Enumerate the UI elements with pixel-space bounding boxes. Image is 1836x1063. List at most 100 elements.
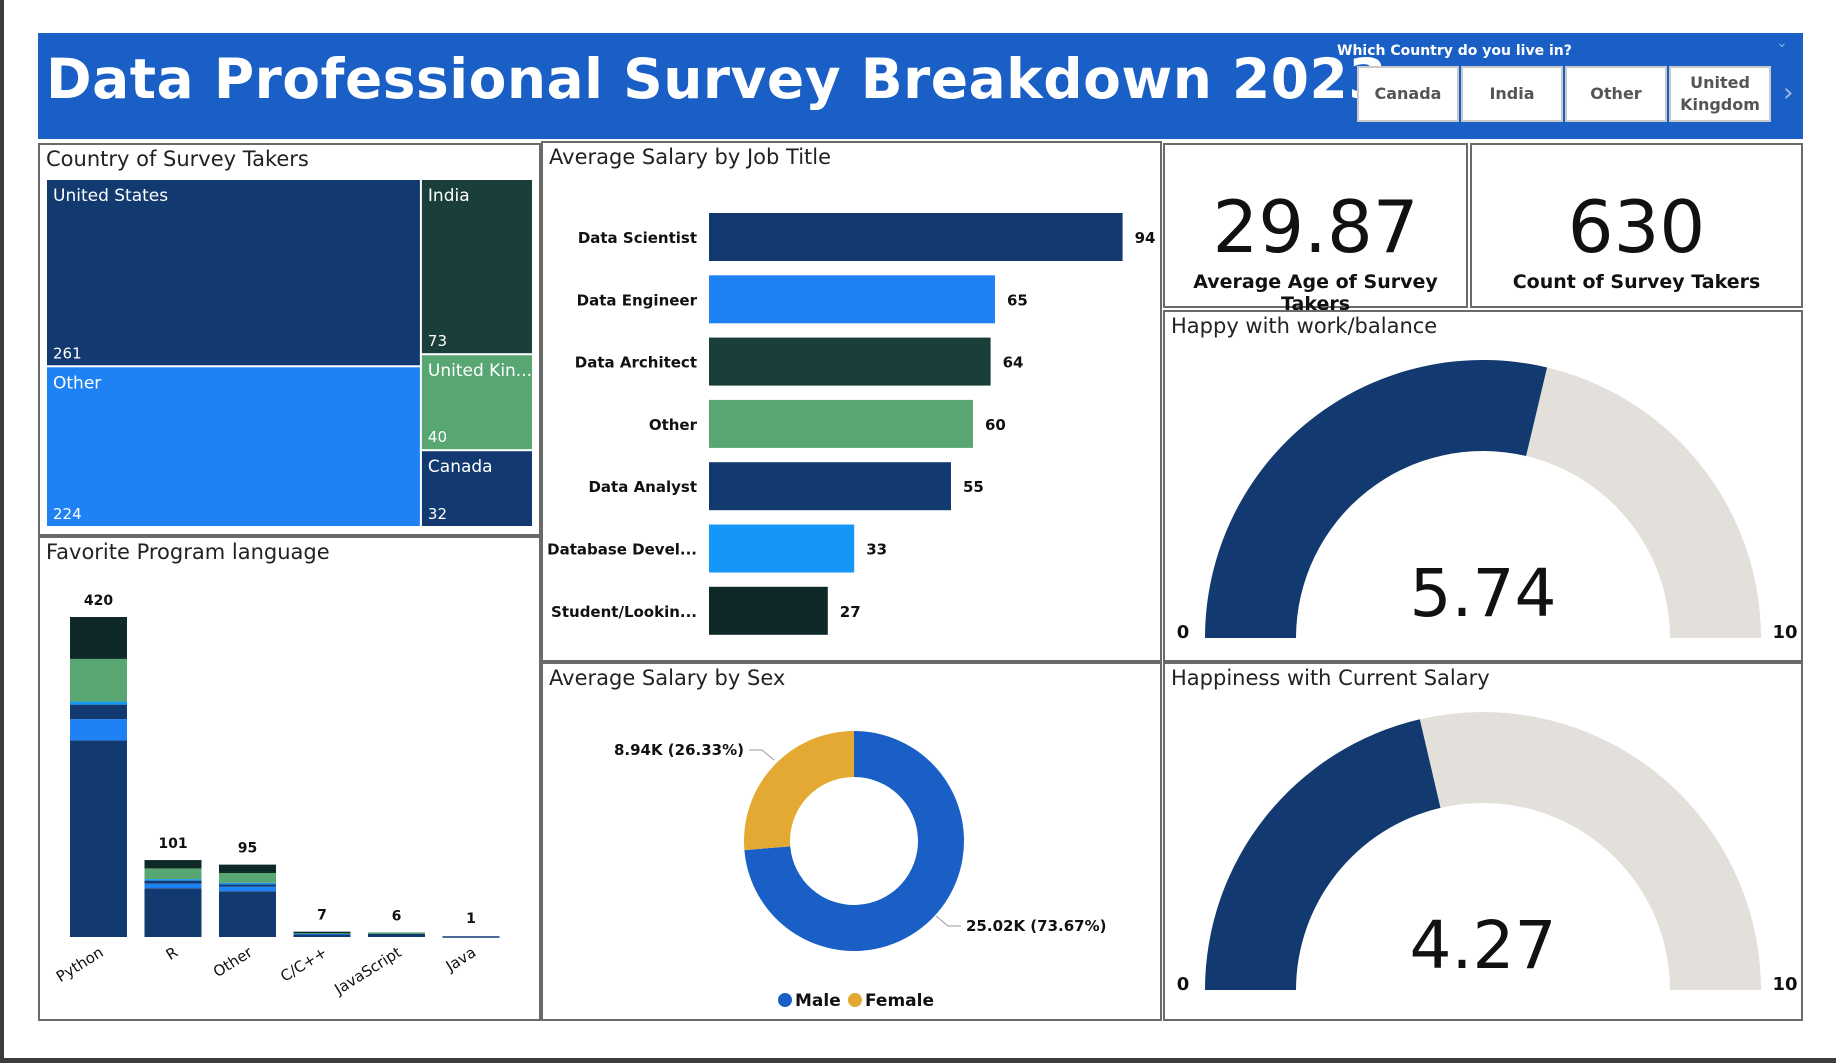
language-bar-python-segment-1 [70, 740, 127, 937]
salary-happiness-gauge-panel: Happiness with Current Salary 4.27 0 10 [1163, 662, 1803, 1021]
treemap-label-other: Other [53, 373, 101, 393]
dashboard-header: Data Professional Survey Breakdown 2023 … [38, 33, 1803, 139]
legend-label-male: Male [795, 991, 841, 1011]
language-bar-r-segment-4 [144, 879, 202, 881]
job-bar-other [709, 399, 973, 448]
job-bar-data-analyst [709, 462, 951, 511]
language-bar-python-segment-2 [70, 719, 127, 741]
language-bar-python-segment-4 [70, 701, 127, 705]
language-category-label-javascript: JavaScript [330, 943, 404, 999]
donut-label-male: 25.02K (73.67%) [966, 917, 1106, 935]
slicer-option-india[interactable]: India [1461, 66, 1563, 122]
job-category-label-other: Other [649, 416, 698, 434]
language-bar-python-segment-3 [70, 704, 127, 720]
job-category-label-data-scientist: Data Scientist [578, 229, 697, 247]
language-bar-other-segment-3 [219, 884, 276, 887]
legend-dot-male [778, 993, 792, 1007]
language-bar-other-segment-1 [219, 891, 276, 937]
work-balance-gauge-value: 5.74 [1410, 555, 1557, 632]
job-value-label-student-lookin: 27 [840, 603, 861, 621]
salary-happiness-gauge-value: 4.27 [1410, 907, 1557, 984]
job-bar-student-lookin [709, 586, 828, 635]
language-chart-panel: Favorite Program language 420 Python 101 R 9… [38, 536, 541, 1021]
count-label: Count of Survey Takers [1512, 271, 1761, 293]
job-value-label-database-devel: 33 [866, 541, 887, 559]
dashboard-title: Data Professional Survey Breakdown 2023 [46, 47, 1388, 111]
language-bar-javascript-segment-3 [368, 933, 425, 935]
language-chart-title: Favorite Program language [46, 540, 330, 564]
job-category-label-data-engineer: Data Engineer [577, 291, 698, 309]
job-title-bar-chart: Data Scientist 94 Data Engineer 65 Data Arch… [547, 213, 1156, 635]
slicer-option-other[interactable]: Other [1565, 66, 1667, 122]
language-bar-c-c-segment-2 [293, 933, 351, 935]
slicer-option-united-kingdom[interactable]: United Kingdom [1669, 66, 1771, 122]
treemap-label-united-kin: United Kin... [428, 361, 532, 381]
legend-label-female: Female [865, 991, 934, 1011]
language-total-label-c-c: 7 [317, 908, 327, 924]
treemap-value-india: 73 [428, 332, 447, 350]
language-bar-python-segment-6 [70, 617, 127, 659]
job-value-label-data-analyst: 55 [963, 478, 984, 496]
salary-happiness-gauge: 4.27 0 10 [1177, 712, 1798, 995]
treemap-tile-united-kin [421, 355, 532, 450]
language-bar-other-segment-5 [219, 873, 276, 883]
language-bar-python-segment-5 [70, 658, 127, 702]
language-category-label-other: Other [210, 943, 256, 981]
treemap-tile-other [47, 367, 420, 526]
donut-slice-male [744, 731, 964, 951]
treemap-value-united-states: 261 [53, 344, 82, 362]
work-balance-gauge-panel: Happy with work/balance 5.74 0 10 [1163, 310, 1803, 662]
avg-age-label: Average Age of Survey Takers [1193, 271, 1438, 315]
treemap-tile-india [421, 180, 532, 354]
job-bar-data-engineer [709, 275, 995, 324]
language-bar-javascript-segment-5 [368, 932, 425, 934]
country-treemap-title: Country of Survey Takers [46, 147, 309, 171]
language-bar-other-segment-4 [219, 882, 276, 885]
donut-slice-female [744, 731, 854, 851]
treemap-tile-united-states [47, 180, 420, 366]
job-value-label-data-scientist: 94 [1135, 229, 1156, 247]
job-bar-data-architect [709, 337, 991, 386]
job-category-label-student-lookin: Student/Lookin... [551, 603, 697, 621]
avg-age-value: 29.87 [1212, 185, 1419, 269]
legend-dot-female [848, 993, 862, 1007]
language-bar-other-segment-6 [219, 864, 276, 873]
job-title-chart-title: Average Salary by Job Title [549, 145, 832, 169]
donut-label-female: 8.94K (26.33%) [614, 741, 744, 759]
treemap-label-united-states: United States [53, 186, 168, 206]
donut-leader-male [935, 915, 961, 927]
language-bar-javascript-segment-1 [368, 933, 425, 937]
chevron-down-icon[interactable]: ⌄ [1776, 35, 1788, 51]
work-balance-gauge-fill [1205, 360, 1548, 638]
language-bar-r-segment-1 [144, 888, 202, 937]
slicer-option-canada[interactable]: Canada [1357, 66, 1459, 122]
work-balance-gauge-title: Happy with work/balance [1171, 314, 1438, 338]
language-bar-r-segment-5 [144, 868, 202, 880]
country-treemap-panel: Country of Survey Takers United States 26… [38, 143, 541, 536]
language-bar-r-segment-6 [144, 860, 202, 869]
job-title-chart-panel: Average Salary by Job Title Data Scienti… [541, 141, 1162, 662]
treemap-label-india: India [428, 186, 470, 206]
language-bar-c-c-segment-5 [293, 932, 351, 934]
language-category-label-r: R [163, 943, 181, 964]
chevron-right-icon[interactable]: › [1783, 78, 1794, 108]
salary-sex-donut: 25.02K (73.67%) 8.94K (26.33%) Male Female [614, 731, 1106, 1011]
job-value-label-data-engineer: 65 [1007, 291, 1028, 309]
salary-happiness-gauge-min-label: 0 [1177, 974, 1190, 995]
language-category-label-python: Python [53, 943, 107, 986]
count-card: 630 Count of Survey Takers [1470, 143, 1803, 308]
window-border-bottom [0, 1058, 1836, 1063]
language-bar-r-segment-3 [144, 880, 202, 884]
treemap-label-canada: Canada [428, 457, 493, 477]
job-value-label-other: 60 [985, 416, 1006, 434]
job-bar-data-scientist [709, 213, 1123, 261]
work-balance-gauge: 5.74 0 10 [1177, 360, 1798, 643]
avg-age-card: 29.87 Average Age of Survey Takers [1163, 143, 1468, 315]
language-total-label-other: 95 [238, 841, 257, 857]
job-value-label-data-architect: 64 [1003, 354, 1024, 372]
work-balance-gauge-max-label: 10 [1772, 622, 1797, 643]
treemap-value-other: 224 [53, 505, 82, 523]
donut-leader-female [749, 749, 775, 761]
treemap-tile-canada [421, 451, 532, 526]
job-category-label-data-architect: Data Architect [575, 354, 697, 372]
